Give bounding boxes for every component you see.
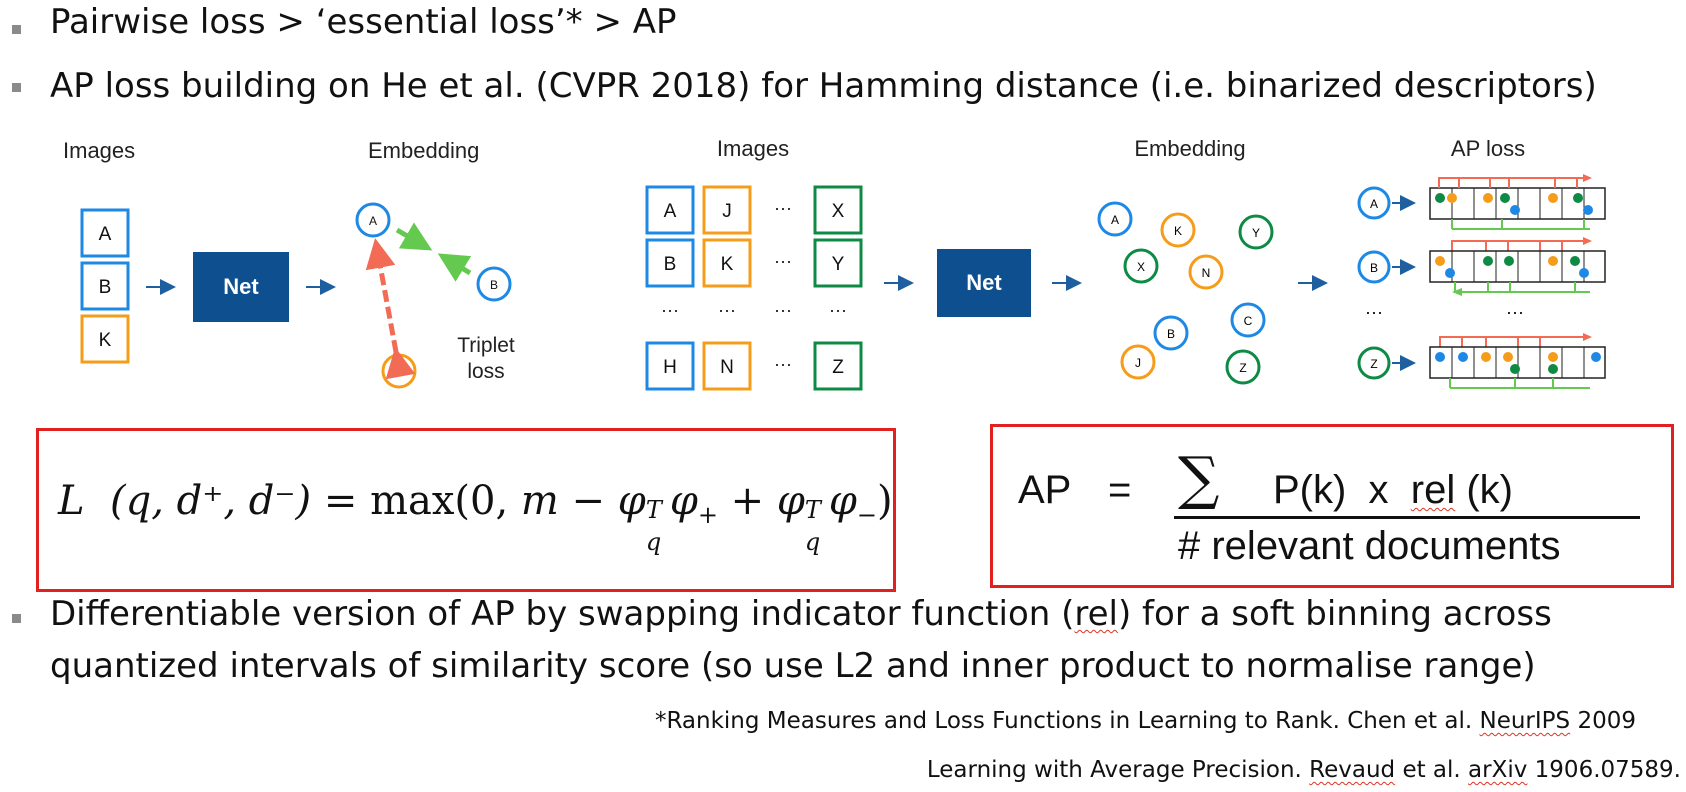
svg-text:B: B xyxy=(1167,327,1175,341)
grid-ellipsis: ··· xyxy=(661,300,679,320)
label-embedding-right: Embedding xyxy=(1134,136,1245,161)
net-block-left: Net xyxy=(193,252,289,322)
grid-box-y: Y xyxy=(813,238,863,288)
image-box-b: B xyxy=(80,261,130,311)
positive-arrow-a xyxy=(395,222,433,251)
cloud-node-b: B xyxy=(1153,315,1189,351)
svg-text:K: K xyxy=(1174,224,1182,238)
svg-text:B: B xyxy=(99,277,112,298)
ap-equals: = xyxy=(1108,468,1132,512)
cloud-node-y: Y xyxy=(1238,214,1274,250)
reference-2: Learning with Average Precision. Revaud … xyxy=(926,757,1681,783)
embedding-node-b: B xyxy=(476,266,512,302)
cloud-node-x: X xyxy=(1123,248,1159,284)
ap-denominator: # relevant documents xyxy=(1178,524,1561,568)
bullet-1-text: Pairwise loss > ‘essential loss’* > AP xyxy=(50,2,677,42)
bullet-2-text: AP loss building on He et al. (CVPR 2018… xyxy=(50,66,1597,106)
svg-text:Z: Z xyxy=(1239,361,1246,375)
embedding-node-a: A xyxy=(355,202,391,238)
svg-text:K: K xyxy=(395,365,403,379)
ap-sigma: ∑ xyxy=(1178,444,1220,512)
triplet-loss-formula-box xyxy=(36,428,896,592)
svg-text:J: J xyxy=(722,201,732,222)
diagram-figure: Images Embedding A B K Net A B K Triplet… xyxy=(63,136,1606,391)
svg-text:B: B xyxy=(664,254,677,275)
ap-numerator: P(k) x rel (k) xyxy=(1273,468,1513,512)
bullet-3-line-2: quantized intervals of similarity score … xyxy=(50,646,1536,686)
grid-box-a: A xyxy=(645,185,695,235)
svg-text:C: C xyxy=(1244,314,1253,328)
svg-text:X: X xyxy=(1137,260,1145,274)
cloud-node-j: J xyxy=(1120,344,1156,380)
bullet-3-line-1: Differentiable version of AP by swapping… xyxy=(50,594,1552,634)
grid-ellipsis: ··· xyxy=(774,354,792,374)
net-block-right: Net xyxy=(937,249,1031,317)
svg-text:B: B xyxy=(490,278,498,292)
svg-text:A: A xyxy=(99,224,112,245)
grid-ellipsis: ··· xyxy=(774,198,792,218)
svg-text:N: N xyxy=(1202,266,1211,280)
svg-text:Y: Y xyxy=(1252,226,1260,240)
triplet-loss-label-1: Triplet xyxy=(457,334,515,357)
embedding-node-k: K xyxy=(381,353,417,389)
ap-lhs: AP xyxy=(1018,468,1072,512)
ap-row-b: B xyxy=(1357,237,1606,296)
label-images-left: Images xyxy=(63,138,135,163)
grid-box-j: J xyxy=(702,185,752,235)
grid-ellipsis: ··· xyxy=(718,300,736,320)
grid-box-b: B xyxy=(645,238,695,288)
image-box-a: A xyxy=(80,208,130,258)
image-box-k: K xyxy=(80,314,130,364)
svg-text:Z: Z xyxy=(832,357,844,378)
bullet-marker xyxy=(12,25,21,34)
cloud-node-n: N xyxy=(1188,254,1224,290)
ap-row-z: Z xyxy=(1357,333,1606,389)
svg-text:A: A xyxy=(1111,213,1119,227)
svg-text:N: N xyxy=(720,357,734,378)
svg-text:A: A xyxy=(1370,197,1378,211)
svg-text:J: J xyxy=(1135,356,1141,370)
grid-box-h: H xyxy=(645,341,695,391)
grid-ellipsis: ··· xyxy=(774,300,792,320)
bullet-marker xyxy=(12,614,21,623)
grid-box-n: N xyxy=(702,341,752,391)
svg-text:X: X xyxy=(832,201,845,222)
ap-row-ellipsis: ··· xyxy=(1365,302,1383,322)
svg-text:A: A xyxy=(664,201,677,222)
svg-text:Net: Net xyxy=(223,274,259,299)
grid-ellipsis: ··· xyxy=(829,300,847,320)
ap-formula-box xyxy=(990,424,1674,588)
svg-text:B: B xyxy=(1370,261,1378,275)
negative-arrow xyxy=(365,238,416,380)
ap-fraction-bar xyxy=(1174,516,1640,519)
svg-text:Net: Net xyxy=(966,270,1002,295)
cloud-node-k: K xyxy=(1160,212,1196,248)
cloud-node-z: Z xyxy=(1225,349,1261,385)
cloud-node-a: A xyxy=(1097,201,1133,237)
grid-ellipsis: ··· xyxy=(774,251,792,271)
svg-text:Y: Y xyxy=(832,254,845,275)
svg-text:K: K xyxy=(721,254,734,275)
reference-1: *Ranking Measures and Loss Functions in … xyxy=(654,708,1636,734)
bullet-marker xyxy=(12,83,21,92)
cloud-node-c: C xyxy=(1230,302,1266,338)
ap-row-ellipsis: ··· xyxy=(1506,302,1524,322)
svg-text:Z: Z xyxy=(1370,357,1377,371)
svg-text:K: K xyxy=(99,330,112,351)
grid-box-z: Z xyxy=(813,341,863,391)
label-ap-loss: AP loss xyxy=(1451,136,1525,161)
svg-text:A: A xyxy=(369,214,377,228)
positive-arrow-b xyxy=(437,253,472,282)
label-images-right: Images xyxy=(717,136,789,161)
grid-box-x: X xyxy=(813,185,863,235)
svg-text:H: H xyxy=(663,357,677,378)
label-embedding-left: Embedding xyxy=(368,138,479,163)
grid-box-k: K xyxy=(702,238,752,288)
ap-row-a: A xyxy=(1357,174,1606,230)
triplet-loss-label-2: loss xyxy=(467,360,504,383)
